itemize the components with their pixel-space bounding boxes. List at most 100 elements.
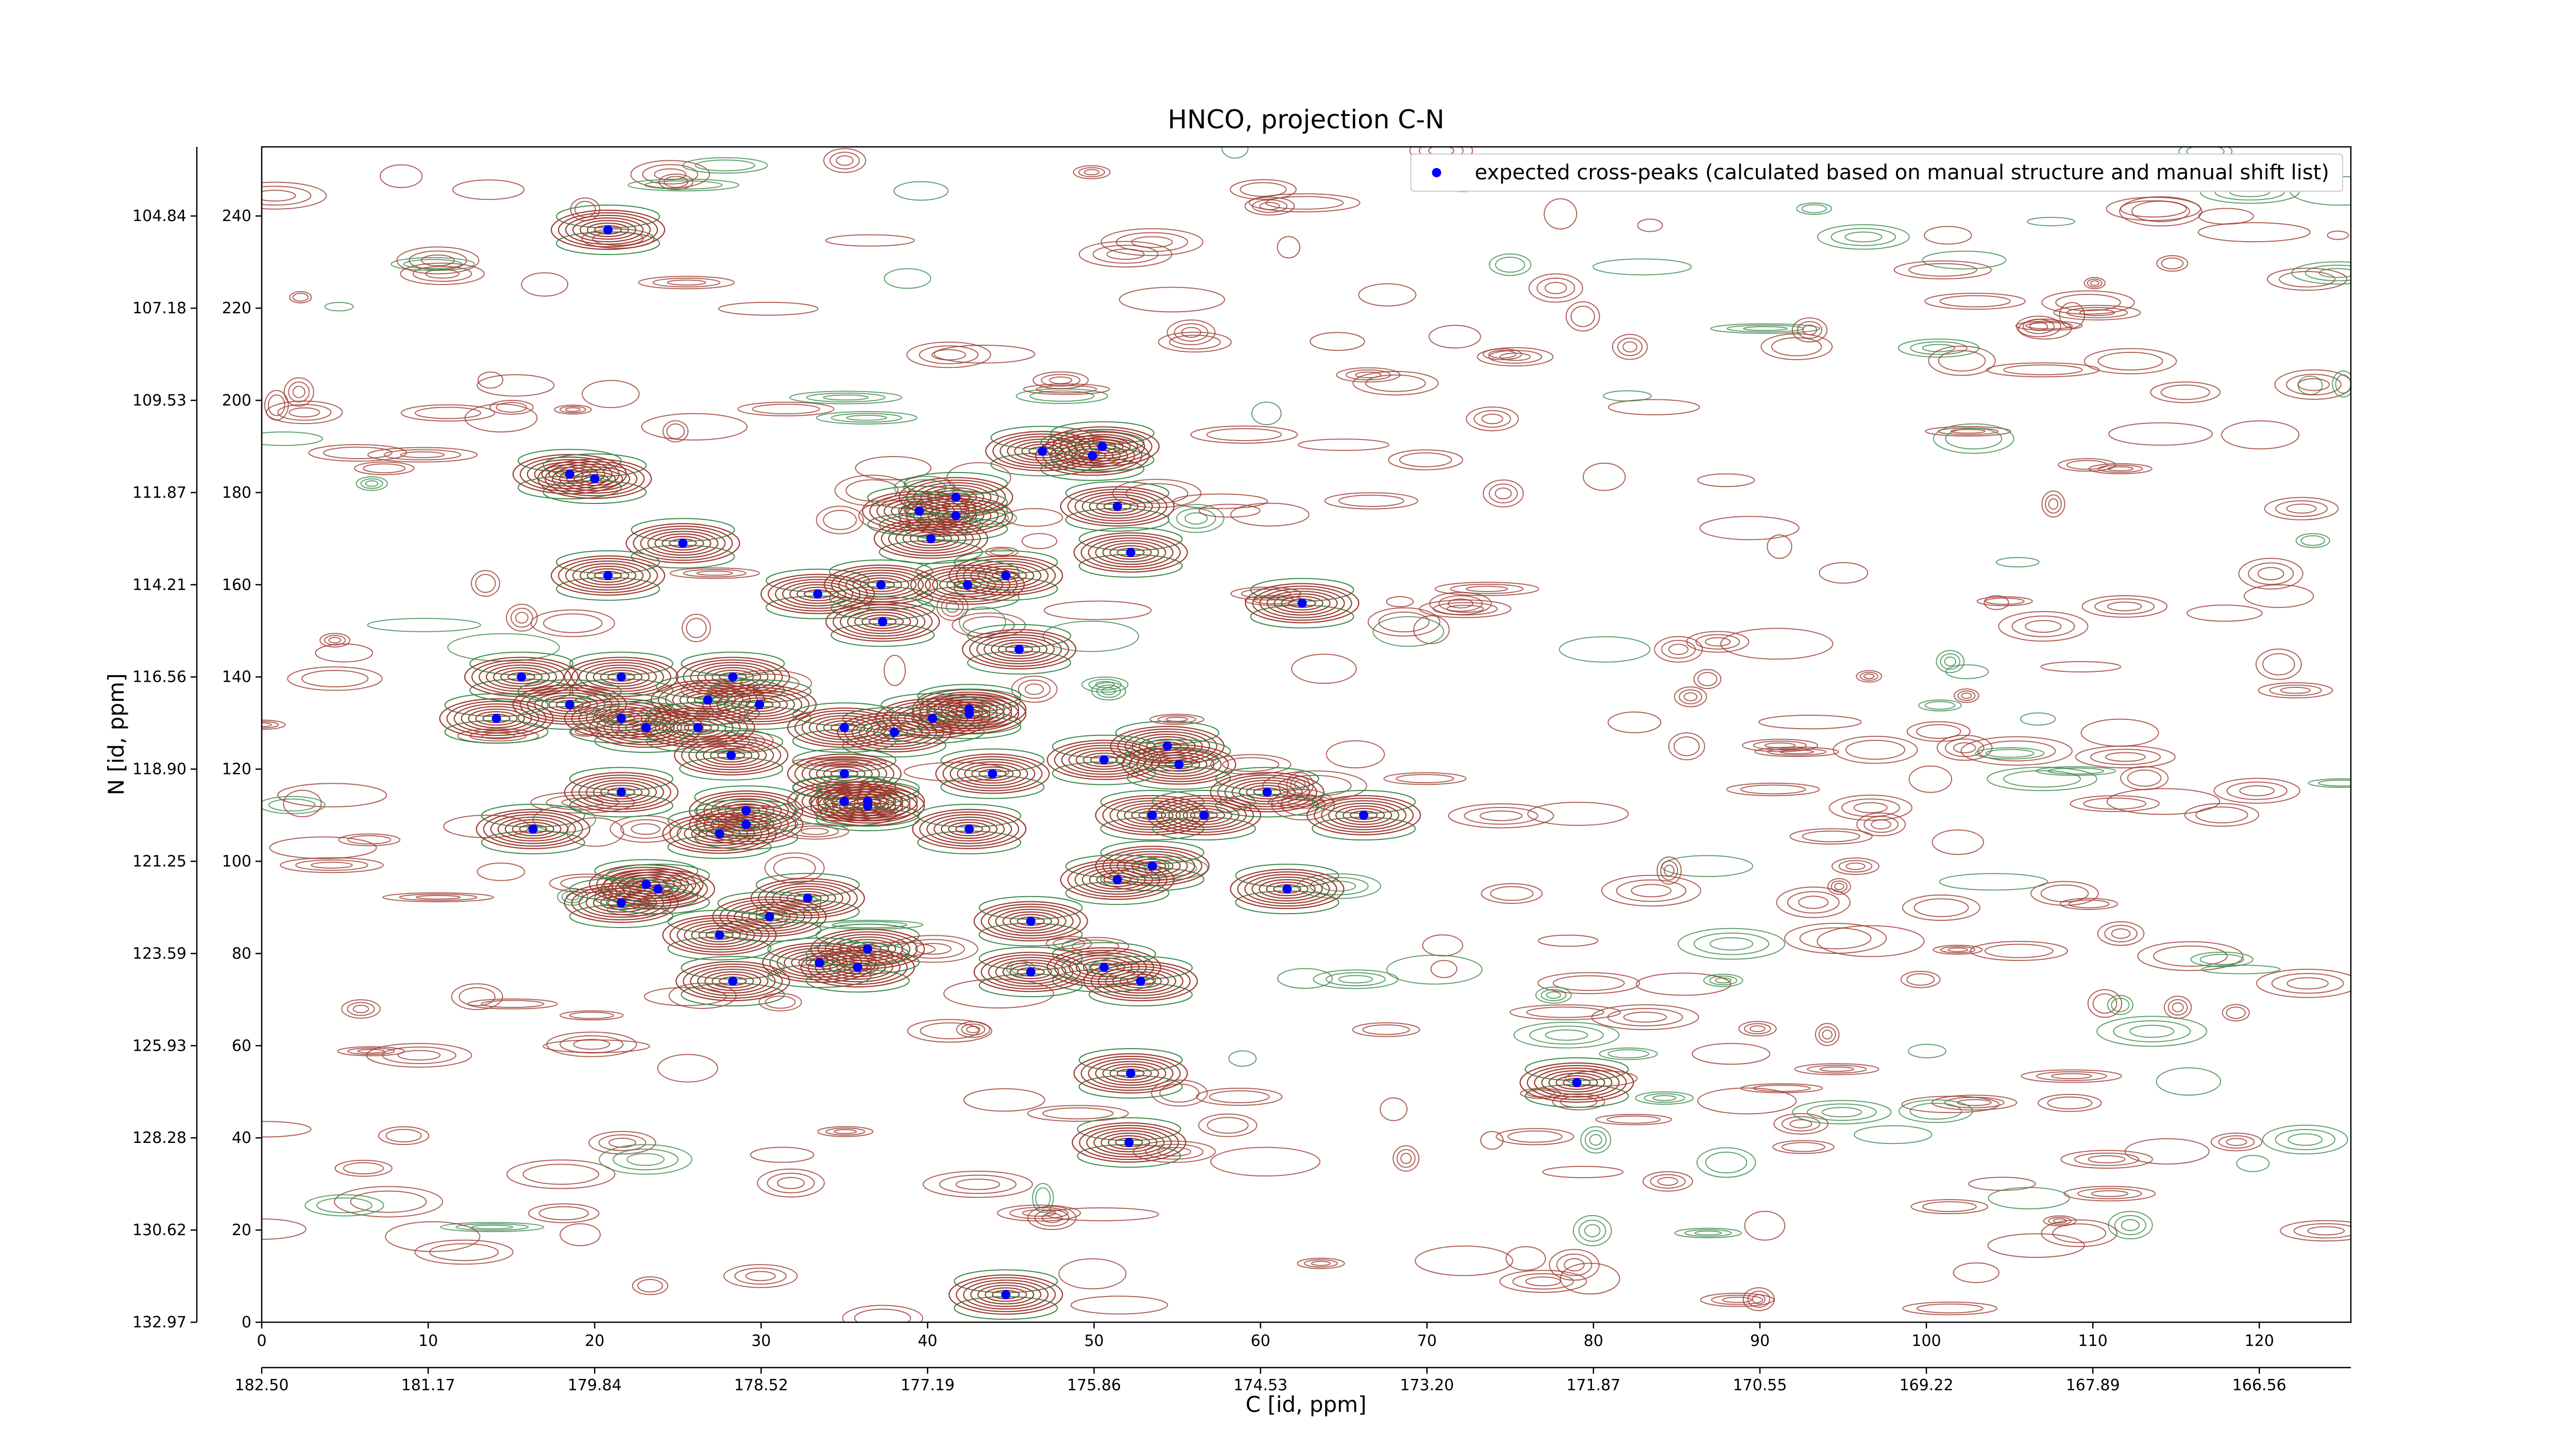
noise-contour xyxy=(1558,636,1651,663)
peak-contour xyxy=(823,766,866,781)
peak-contour xyxy=(585,890,657,916)
noise-contour xyxy=(459,987,496,1006)
peak-contour xyxy=(572,563,644,588)
noise-contour xyxy=(360,478,383,489)
noise-contour xyxy=(2226,781,2287,800)
y-tick-label: 240 xyxy=(222,207,251,225)
peak-contour xyxy=(1252,585,1352,621)
peak-contour xyxy=(948,821,991,836)
noise-contour xyxy=(1693,669,1722,689)
noise-contour xyxy=(2003,364,2083,376)
peak-contour xyxy=(586,568,630,583)
y2-tick-label: 130.62 xyxy=(132,1221,187,1239)
peak-contour xyxy=(689,804,804,845)
peak-contour xyxy=(1074,865,1160,895)
peak-contour xyxy=(578,887,665,918)
noise-contour xyxy=(2083,277,2106,290)
peak-contour xyxy=(873,518,988,559)
noise-contour xyxy=(1434,581,1539,596)
cross-peak xyxy=(1126,548,1136,558)
noise-contour xyxy=(2047,767,2105,775)
peak-contour xyxy=(1095,540,1166,565)
peak-contour xyxy=(569,904,673,928)
peak-contour xyxy=(1096,872,1139,887)
noise-contour xyxy=(1352,1022,1420,1037)
cross-peak xyxy=(962,580,972,589)
noise-contour xyxy=(854,1308,911,1322)
noise-contour xyxy=(2161,257,2184,269)
noise-contour xyxy=(1871,819,1891,830)
noise-contour xyxy=(1931,1094,2018,1110)
noise-contour xyxy=(1419,599,1512,618)
noise-contour xyxy=(2107,601,2142,612)
noise-contour xyxy=(1657,1177,1679,1186)
noise-contour xyxy=(1545,1029,1588,1041)
noise-contour xyxy=(2097,464,2143,473)
noise-contour xyxy=(1309,877,1369,896)
peak-contour xyxy=(1089,496,1146,516)
noise-contour xyxy=(1838,860,1873,873)
noise-contour xyxy=(2129,1024,2175,1038)
noise-contour xyxy=(1495,487,1512,500)
noise-contour xyxy=(1032,371,1089,390)
peak-contour xyxy=(837,712,952,753)
noise-contour xyxy=(1922,250,2007,269)
peak-contour xyxy=(838,569,924,600)
noise-contour xyxy=(385,1221,481,1252)
noise-contour xyxy=(2318,779,2351,787)
noise-contour xyxy=(1210,1147,1320,1177)
noise-contour xyxy=(613,1149,679,1171)
cross-peak xyxy=(1359,811,1368,820)
noise-contour xyxy=(1041,1212,1062,1223)
cross-peak xyxy=(1136,976,1146,986)
peak-contour xyxy=(861,614,904,629)
peak-contour xyxy=(684,922,755,948)
peak-contour xyxy=(816,717,873,738)
noise-contour xyxy=(1088,679,1122,690)
peak-contour xyxy=(1112,971,1170,991)
noise-contour xyxy=(1165,717,1189,722)
noise-contour xyxy=(1798,896,1829,909)
noise-contour xyxy=(626,1153,665,1166)
noise-contour xyxy=(2108,422,2213,446)
noise-contour xyxy=(2080,718,2159,747)
noise-contour xyxy=(723,1264,798,1288)
peak-contour xyxy=(464,656,579,697)
noise-contour xyxy=(2075,745,2176,769)
noise-contour xyxy=(1984,595,2009,610)
peak-contour xyxy=(755,873,860,897)
noise-contour xyxy=(777,1176,805,1189)
peak-contour xyxy=(676,720,719,735)
peak-contour xyxy=(578,777,665,807)
peak-contour xyxy=(1251,877,1323,902)
noise-contour xyxy=(952,612,1026,638)
noise-contour xyxy=(510,608,533,628)
peak-contour xyxy=(1059,431,1145,462)
noise-contour xyxy=(2025,620,2062,633)
peak-contour xyxy=(585,664,657,689)
peak-contour xyxy=(1328,802,1400,828)
peak-contour xyxy=(1246,785,1289,800)
peak-contour xyxy=(731,695,788,715)
noise-contour xyxy=(295,859,368,871)
noise-contour xyxy=(1738,1021,1777,1037)
y2-tick-label: 104.84 xyxy=(132,207,187,225)
noise-contour xyxy=(1592,258,1692,276)
x2-tick-label: 178.52 xyxy=(734,1376,788,1394)
noise-contour xyxy=(906,341,991,368)
noise-contour xyxy=(644,180,723,190)
noise-contour xyxy=(1924,293,2026,310)
noise-contour xyxy=(1081,676,1129,693)
noise-contour xyxy=(1355,372,1382,379)
noise-contour xyxy=(363,463,406,474)
peak-contour xyxy=(1342,807,1385,823)
noise-contour xyxy=(447,633,560,662)
peak-contour xyxy=(512,821,554,836)
peak-contour xyxy=(1215,767,1319,791)
peak-contour xyxy=(569,651,673,676)
noise-contour xyxy=(2059,302,2086,329)
noise-contour xyxy=(1684,1229,1732,1237)
noise-contour xyxy=(2307,1226,2345,1236)
noise-contour xyxy=(1802,324,1818,335)
noise-contour xyxy=(1176,508,1216,529)
